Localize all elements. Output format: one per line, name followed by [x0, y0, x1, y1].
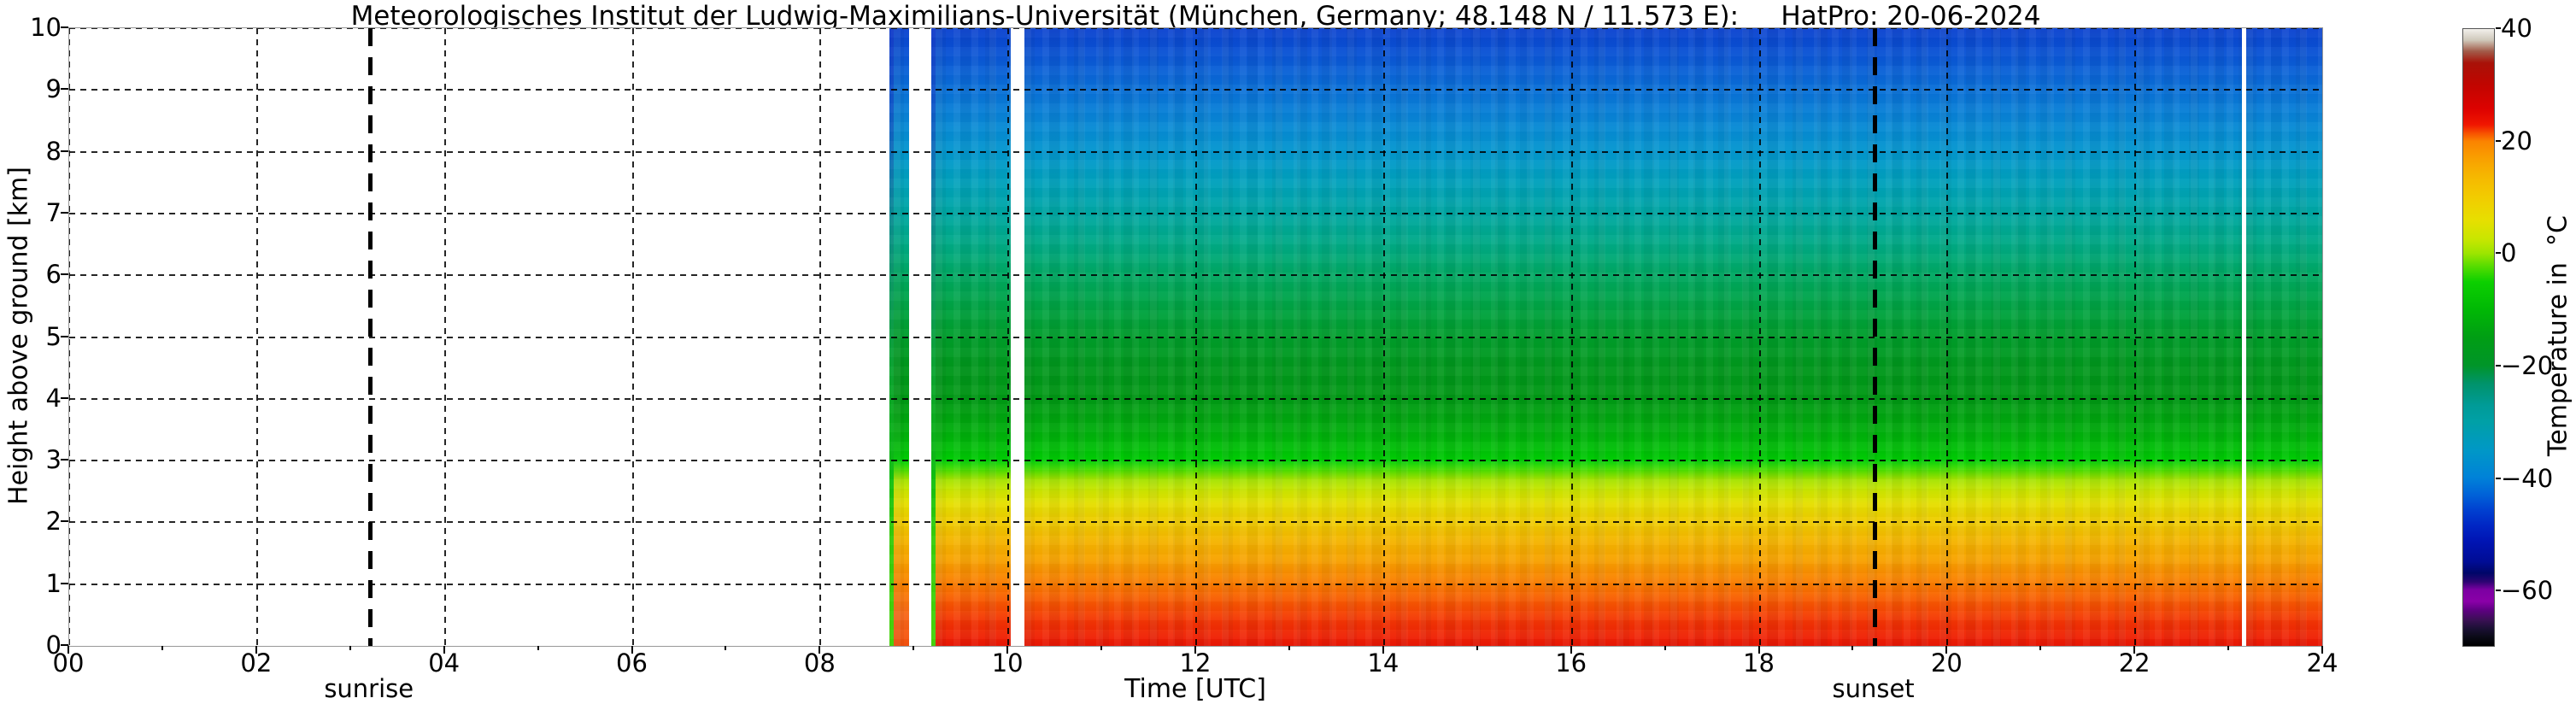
x-tick-label: 20	[1930, 648, 1963, 678]
y-tick	[61, 459, 68, 461]
x-minor-tick	[1476, 646, 1478, 650]
colorbar-tick	[2496, 252, 2501, 255]
colorbar-tick-label: 40	[2501, 14, 2532, 43]
x-major-tick	[255, 646, 257, 654]
plot-area	[68, 27, 2323, 647]
x-minor-tick	[912, 646, 915, 650]
colorbar-tick	[2496, 477, 2501, 479]
x-minor-tick	[1851, 646, 1854, 650]
x-major-tick	[1382, 646, 1384, 654]
y-gridline	[69, 336, 2322, 338]
y-tick-label: 5	[45, 321, 62, 351]
colorbar-tick	[2496, 139, 2501, 142]
x-tick-label: 22	[2118, 648, 2151, 678]
colorbar-tick	[2496, 364, 2501, 367]
y-gridline	[69, 460, 2322, 462]
x-tick-label: 14	[1367, 648, 1399, 678]
x-tick-label: 00	[52, 648, 85, 678]
colorbar-tick	[2496, 27, 2501, 29]
y-gridline	[69, 28, 2322, 29]
colorbar-tick-label: 0	[2501, 238, 2517, 268]
x-minor-tick	[2039, 646, 2042, 650]
y-gridline	[69, 89, 2322, 91]
y-tick	[61, 273, 68, 276]
y-tick-label: 0	[45, 631, 62, 660]
x-gridline	[2322, 28, 2323, 646]
x-minor-tick	[1288, 646, 1290, 650]
y-tick-label: 3	[45, 445, 62, 475]
y-tick	[61, 644, 68, 646]
sunrise-label: sunrise	[324, 674, 414, 703]
x-major-tick	[2321, 646, 2323, 654]
y-tick	[61, 88, 68, 91]
x-minor-tick	[1100, 646, 1103, 650]
y-tick	[61, 582, 68, 584]
y-tick	[61, 396, 68, 399]
x-major-tick	[2133, 646, 2136, 654]
x-minor-tick	[537, 646, 539, 650]
x-major-tick	[67, 646, 69, 654]
x-tick-label: 12	[1179, 648, 1212, 678]
x-minor-tick	[349, 646, 351, 650]
sunset-label: sunset	[1832, 674, 1915, 703]
y-gridline	[69, 212, 2322, 214]
x-minor-tick	[2227, 646, 2230, 650]
x-major-tick	[1570, 646, 1572, 654]
y-tick-label: 4	[45, 383, 62, 413]
colorbar-tick-label: −20	[2501, 350, 2554, 380]
y-gridline	[69, 521, 2322, 524]
y-gridline	[69, 150, 2322, 153]
x-axis-title: Time [UTC]	[1124, 674, 1266, 704]
y-tick	[61, 211, 68, 214]
y-tick	[61, 150, 68, 152]
x-tick-label: 06	[616, 648, 648, 678]
colorbar	[2462, 28, 2495, 647]
y-tick	[61, 335, 68, 337]
x-minor-tick	[161, 646, 163, 650]
x-minor-tick	[1664, 646, 1666, 650]
y-tick	[61, 520, 68, 523]
y-gridline	[69, 583, 2322, 585]
sunset-line	[1872, 28, 1877, 646]
x-major-tick	[631, 646, 633, 654]
x-tick-label: 10	[991, 648, 1024, 678]
x-tick-label: 04	[428, 648, 461, 678]
x-major-tick	[1194, 646, 1196, 654]
y-tick-label: 8	[45, 136, 62, 166]
chart-title: Meteorologisches Institut der Ludwig-Max…	[350, 1, 2041, 32]
x-tick-label: 02	[240, 648, 273, 678]
y-tick-label: 1	[45, 568, 62, 598]
y-tick-label: 6	[45, 260, 62, 290]
y-tick-label: 9	[45, 74, 62, 104]
x-major-tick	[1945, 646, 1948, 654]
y-tick-label: 10	[30, 13, 62, 42]
x-tick-label: 24	[2306, 648, 2338, 678]
colorbar-tick-label: −60	[2501, 576, 2554, 606]
colorbar-tick-label: 20	[2501, 126, 2532, 155]
x-major-tick	[443, 646, 445, 654]
x-tick-label: 18	[1743, 648, 1775, 678]
y-tick	[61, 26, 68, 28]
sunrise-line	[367, 28, 373, 646]
y-gridline	[69, 397, 2322, 400]
y-tick-label: 7	[45, 197, 62, 227]
x-major-tick	[819, 646, 821, 654]
x-minor-tick	[725, 646, 727, 650]
colorbar-tick-label: −40	[2501, 463, 2554, 493]
y-tick-label: 2	[45, 507, 62, 537]
x-major-tick	[1757, 646, 1760, 654]
colorbar-tick	[2496, 590, 2501, 592]
x-tick-label: 08	[803, 648, 836, 678]
y-gridline	[69, 274, 2322, 277]
x-tick-label: 16	[1555, 648, 1587, 678]
x-major-tick	[1006, 646, 1009, 654]
